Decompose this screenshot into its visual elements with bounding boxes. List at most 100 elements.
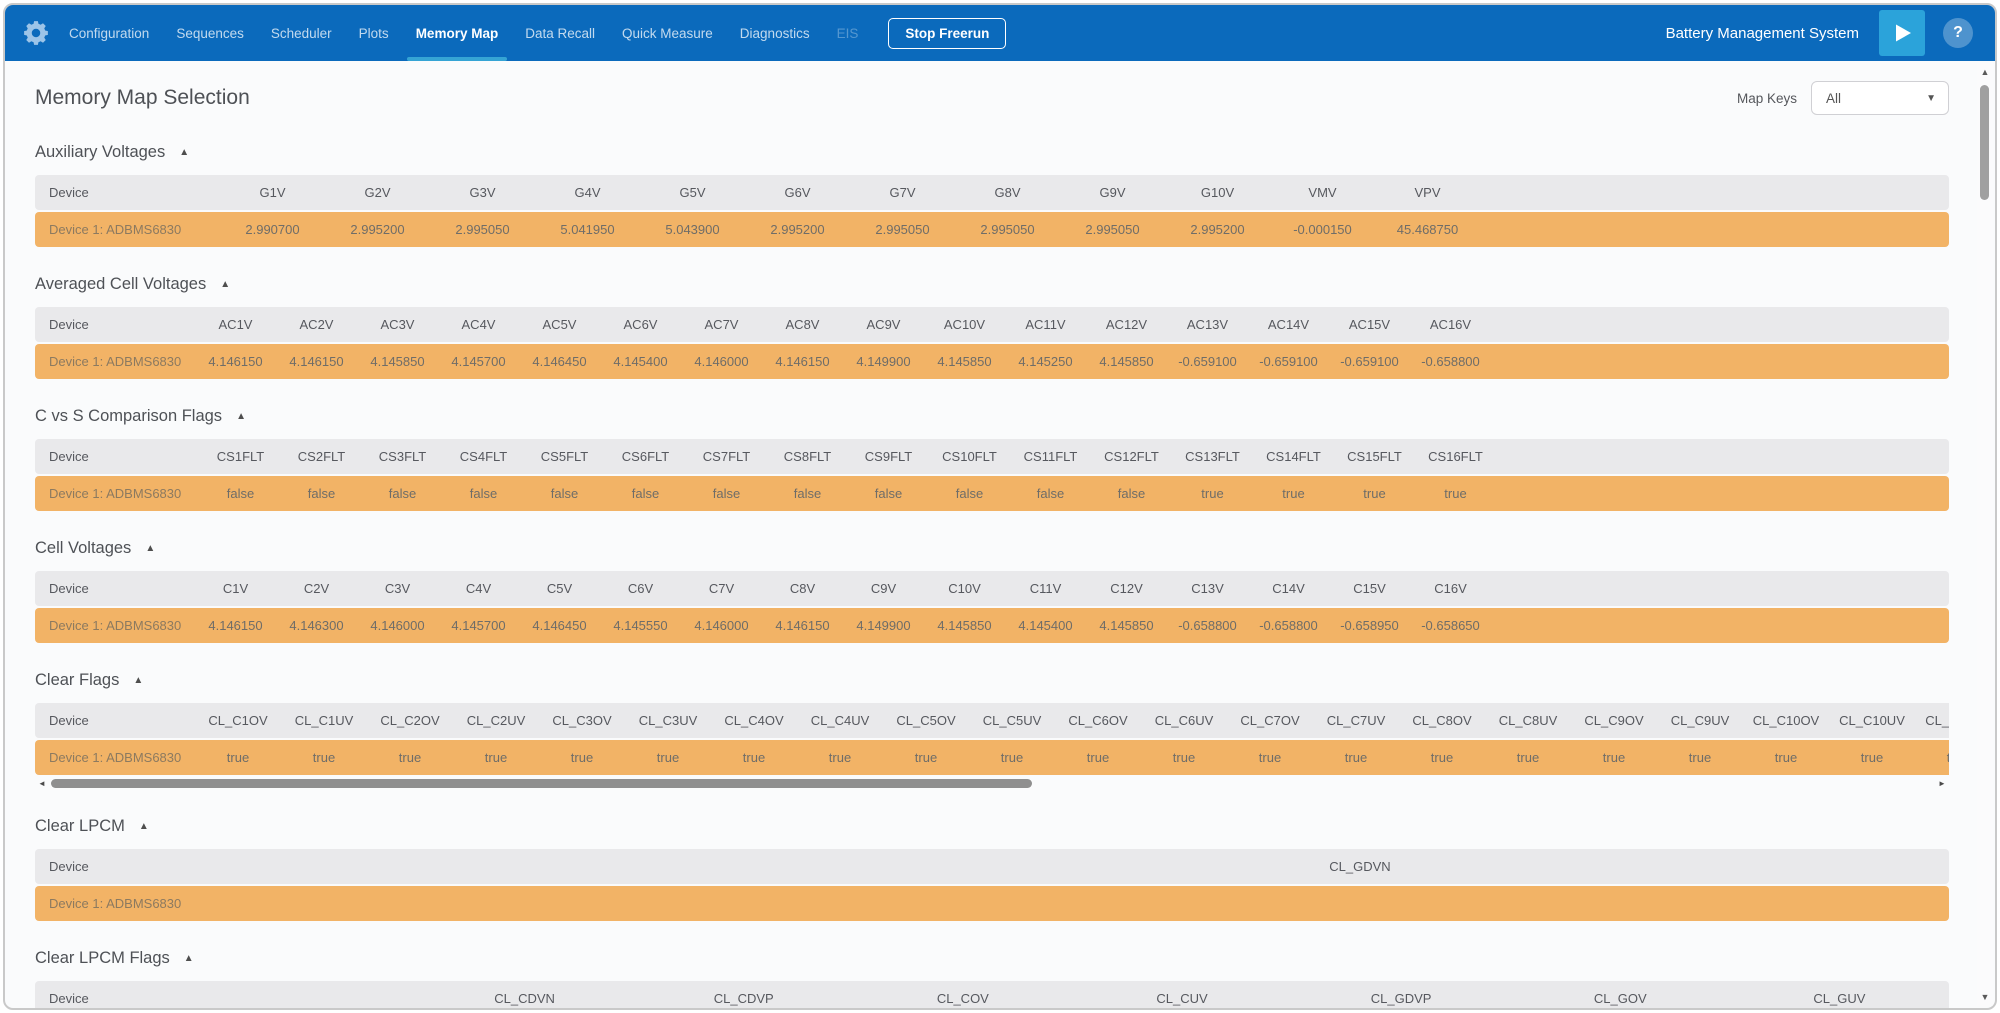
column-header: CL_C5OV	[896, 713, 956, 728]
cell-value: 4.145850	[937, 618, 992, 633]
section-header-aux[interactable]: Auxiliary Voltages ▲	[35, 141, 189, 163]
section-header-avg[interactable]: Averaged Cell Voltages ▲	[35, 273, 230, 295]
section-header-cvs[interactable]: C vs S Comparison Flags ▲	[35, 405, 246, 427]
column-header: AC10V	[943, 317, 986, 332]
collapse-icon[interactable]: ▲	[138, 820, 149, 832]
collapse-icon[interactable]: ▲	[236, 410, 246, 422]
device-name: Device 1: ADBMS6830	[49, 354, 182, 369]
collapse-icon[interactable]: ▲	[220, 278, 231, 290]
column-header: CL_C8OV	[1412, 713, 1472, 728]
cell-value: -0.659100	[1259, 354, 1318, 369]
column-header: G3V	[469, 185, 496, 200]
cell-value: 4.146150	[289, 354, 344, 369]
memory-map-table-cell: Device C1V C2V C3V C4V C5V C6V C7V C8V C9V C10V C11…	[35, 571, 1949, 643]
cell-value: true	[484, 750, 508, 765]
nav-item-quick-measure[interactable]: Quick Measure	[622, 25, 713, 41]
cell-value: true	[1282, 486, 1305, 501]
section-header-cell[interactable]: Cell Voltages ▲	[35, 537, 155, 559]
cell-value: 4.146000	[370, 618, 425, 633]
column-header: VPV	[1414, 185, 1441, 200]
column-header: CL_C1UV	[294, 713, 354, 728]
nav-item-diagnostics[interactable]: Diagnostics	[739, 25, 810, 41]
horizontal-scrollbar-thumb[interactable]	[51, 778, 1032, 788]
cell-value: false	[712, 486, 741, 501]
collapse-icon[interactable]: ▲	[145, 542, 156, 554]
column-header: CS3FLT	[378, 449, 427, 464]
memory-map-table-cvs: Device CS1FLT CS2FLT CS3FLT CS4FLT CS5FLT CS6F…	[35, 439, 1949, 511]
map-keys-selected-value: All	[1826, 90, 1842, 106]
table-header-row: Device C1V C2V C3V C4V C5V C6V C7V C8V C9V C10V C11…	[35, 571, 1949, 606]
vertical-scrollbar: ▲ ▼	[1977, 63, 1993, 1006]
stop-freerun-button[interactable]: Stop Freerun	[888, 17, 1007, 49]
cell-value: 4.145550	[613, 618, 668, 633]
table-row[interactable]: Device 1: ADBMS6830	[35, 886, 1949, 921]
horizontal-scrollbar-track	[49, 778, 1935, 788]
column-header: AC1V	[218, 317, 253, 332]
cell-value: -0.658950	[1340, 618, 1399, 633]
table-wrap: Device CL_GDVN Device 1: ADBMS6830	[35, 849, 1949, 921]
nav-item-data-recall[interactable]: Data Recall	[525, 25, 595, 41]
column-header: CL_C10OV	[1752, 713, 1820, 728]
table-header-row: Device CS1FLT CS2FLT CS3FLT CS4FLT CS5FLT CS6F…	[35, 439, 1949, 474]
column-header: CS11FLT	[1023, 449, 1078, 464]
column-header: CL_GDVN	[1329, 859, 1391, 874]
cell-value: 2.995050	[980, 222, 1035, 237]
nav-item-sequences[interactable]: Sequences	[176, 25, 244, 41]
scroll-right-arrow[interactable]: ►	[1938, 778, 1946, 788]
section-header-clear_lpcm_flags[interactable]: Clear LPCM Flags ▲	[35, 947, 194, 969]
column-header: AC13V	[1186, 317, 1229, 332]
column-header: C4V	[465, 581, 492, 596]
scroll-left-arrow[interactable]: ◄	[38, 778, 46, 788]
help-button[interactable]: ?	[1943, 18, 1973, 48]
cell-value: -0.000150	[1293, 222, 1352, 237]
nav-item-eis[interactable]: EIS	[836, 25, 859, 41]
table-row[interactable]: Device 1: ADBMS6830 false false false false f…	[35, 476, 1949, 511]
device-column-header: Device	[49, 581, 89, 596]
nav-item-plots[interactable]: Plots	[358, 25, 389, 41]
collapse-icon[interactable]: ▲	[133, 674, 144, 686]
nav-item-configuration[interactable]: Configuration	[69, 25, 150, 41]
map-keys-select[interactable]: All ▼	[1811, 81, 1949, 115]
column-header: C12V	[1110, 581, 1143, 596]
cell-value: -0.658800	[1421, 354, 1480, 369]
table-row[interactable]: Device 1: ADBMS6830 4.146150 4.146150 4.145…	[35, 344, 1949, 379]
section-cvs: C vs S Comparison Flags ▲ Device CS1FLT CS2F…	[35, 405, 1949, 511]
collapse-icon[interactable]: ▲	[183, 952, 194, 964]
column-header: AC11V	[1025, 317, 1066, 332]
column-header: CL_C9OV	[1584, 713, 1644, 728]
run-button[interactable]	[1879, 10, 1925, 56]
cell-value: true	[1602, 750, 1626, 765]
section-clear_lpcm: Clear LPCM ▲ Device CL_GDVN Device 1: ADBMS6…	[35, 815, 1949, 921]
column-header: CL_C1OV	[208, 713, 268, 728]
nav-item-scheduler[interactable]: Scheduler	[270, 25, 332, 41]
nav-item-memory-map[interactable]: Memory Map	[406, 5, 507, 61]
column-header: CS10FLT	[942, 449, 997, 464]
scroll-up-arrow[interactable]: ▲	[1980, 67, 1990, 77]
table-row[interactable]: Device 1: ADBMS6830 4.146150 4.146300 4.146…	[35, 608, 1949, 643]
map-keys-label: Map Keys	[1736, 90, 1797, 106]
column-header: AC2V	[299, 317, 334, 332]
table-header-row: Device CL_CDVN CL_CDVP CL_COV CL_CUV CL_GDVP C…	[35, 981, 1949, 1008]
table-wrap: Device C1V C2V C3V C4V C5V C6V C7V C8V C9V C10V C11…	[35, 571, 1949, 643]
column-header: CS8FLT	[783, 449, 832, 464]
column-header: AC8V	[785, 317, 820, 332]
cell-value: 4.145850	[937, 354, 992, 369]
settings-gear-icon[interactable]	[21, 18, 51, 48]
table-row[interactable]: Device 1: ADBMS6830 2.990700 2.995200 2.995…	[35, 212, 1949, 247]
collapse-icon[interactable]: ▲	[179, 146, 190, 158]
cell-value: false	[793, 486, 822, 501]
table-row[interactable]: Device 1: ADBMS6830 true true true true true t…	[35, 740, 1949, 775]
column-header: G7V	[889, 185, 916, 200]
cell-value: true	[1172, 750, 1196, 765]
column-header: C15V	[1353, 581, 1386, 596]
cell-value: 45.468750	[1396, 222, 1459, 237]
section-header-clear_lpcm[interactable]: Clear LPCM ▲	[35, 815, 149, 837]
vertical-scrollbar-thumb[interactable]	[1980, 85, 1989, 200]
column-header: G4V	[574, 185, 601, 200]
column-header: G8V	[994, 185, 1021, 200]
cell-value: 2.995050	[1085, 222, 1140, 237]
section-header-clear_flags[interactable]: Clear Flags ▲	[35, 669, 143, 691]
column-header: CL_C8UV	[1498, 713, 1558, 728]
cell-value: 4.146150	[775, 618, 830, 633]
scroll-down-arrow[interactable]: ▼	[1980, 992, 1990, 1002]
